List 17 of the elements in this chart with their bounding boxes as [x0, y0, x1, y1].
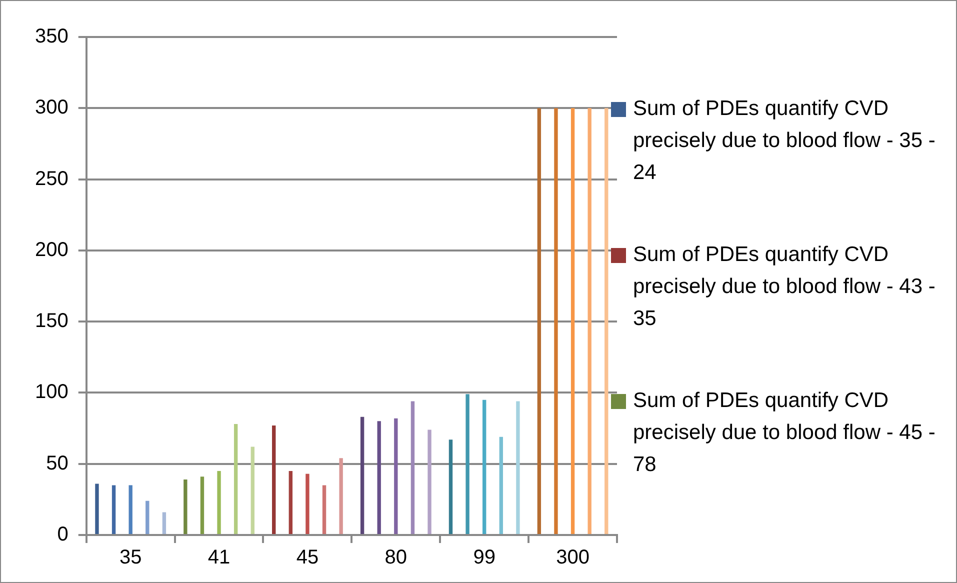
- y-tick-label: 350: [34, 26, 68, 48]
- y-tick-label: 100: [34, 381, 68, 404]
- legend-label: Sum of PDEs quantify CVD precisely due to blood flow - 35 - 24: [633, 96, 936, 186]
- x-tick-label: 80: [384, 546, 408, 569]
- y-tick-label: 150: [34, 310, 68, 332]
- y-tick-label: 200: [34, 238, 68, 261]
- legend-label: Sum of PDEs quantify CVD precisely due to blood flow - 43 - 35: [633, 242, 936, 332]
- legend-label: Sum of PDEs quantify CVD precisely due to blood flow - 45 - 78: [633, 388, 936, 478]
- y-tick-label: 250: [34, 168, 68, 190]
- x-tick-label: 35: [119, 546, 142, 569]
- x-tick-label: 99: [473, 546, 496, 569]
- y-tick-label: 300: [34, 96, 68, 119]
- x-tick-label: 41: [208, 546, 230, 569]
- y-tick-label: 50: [46, 452, 68, 474]
- x-tick-label: 300: [556, 546, 590, 569]
- x-tick-label: 45: [296, 546, 319, 569]
- y-tick-label: 0: [57, 524, 68, 546]
